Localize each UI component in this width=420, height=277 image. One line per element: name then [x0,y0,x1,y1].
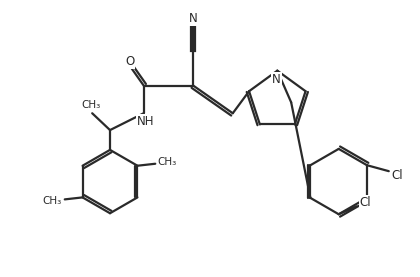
Text: N: N [189,12,197,25]
Text: CH₃: CH₃ [81,100,101,110]
Text: O: O [125,55,134,68]
Text: N: N [272,73,281,86]
Text: CH₃: CH₃ [42,196,61,206]
Text: CH₃: CH₃ [158,157,177,167]
Text: Cl: Cl [392,169,404,182]
Text: Cl: Cl [360,196,371,209]
Text: NH: NH [137,115,155,128]
